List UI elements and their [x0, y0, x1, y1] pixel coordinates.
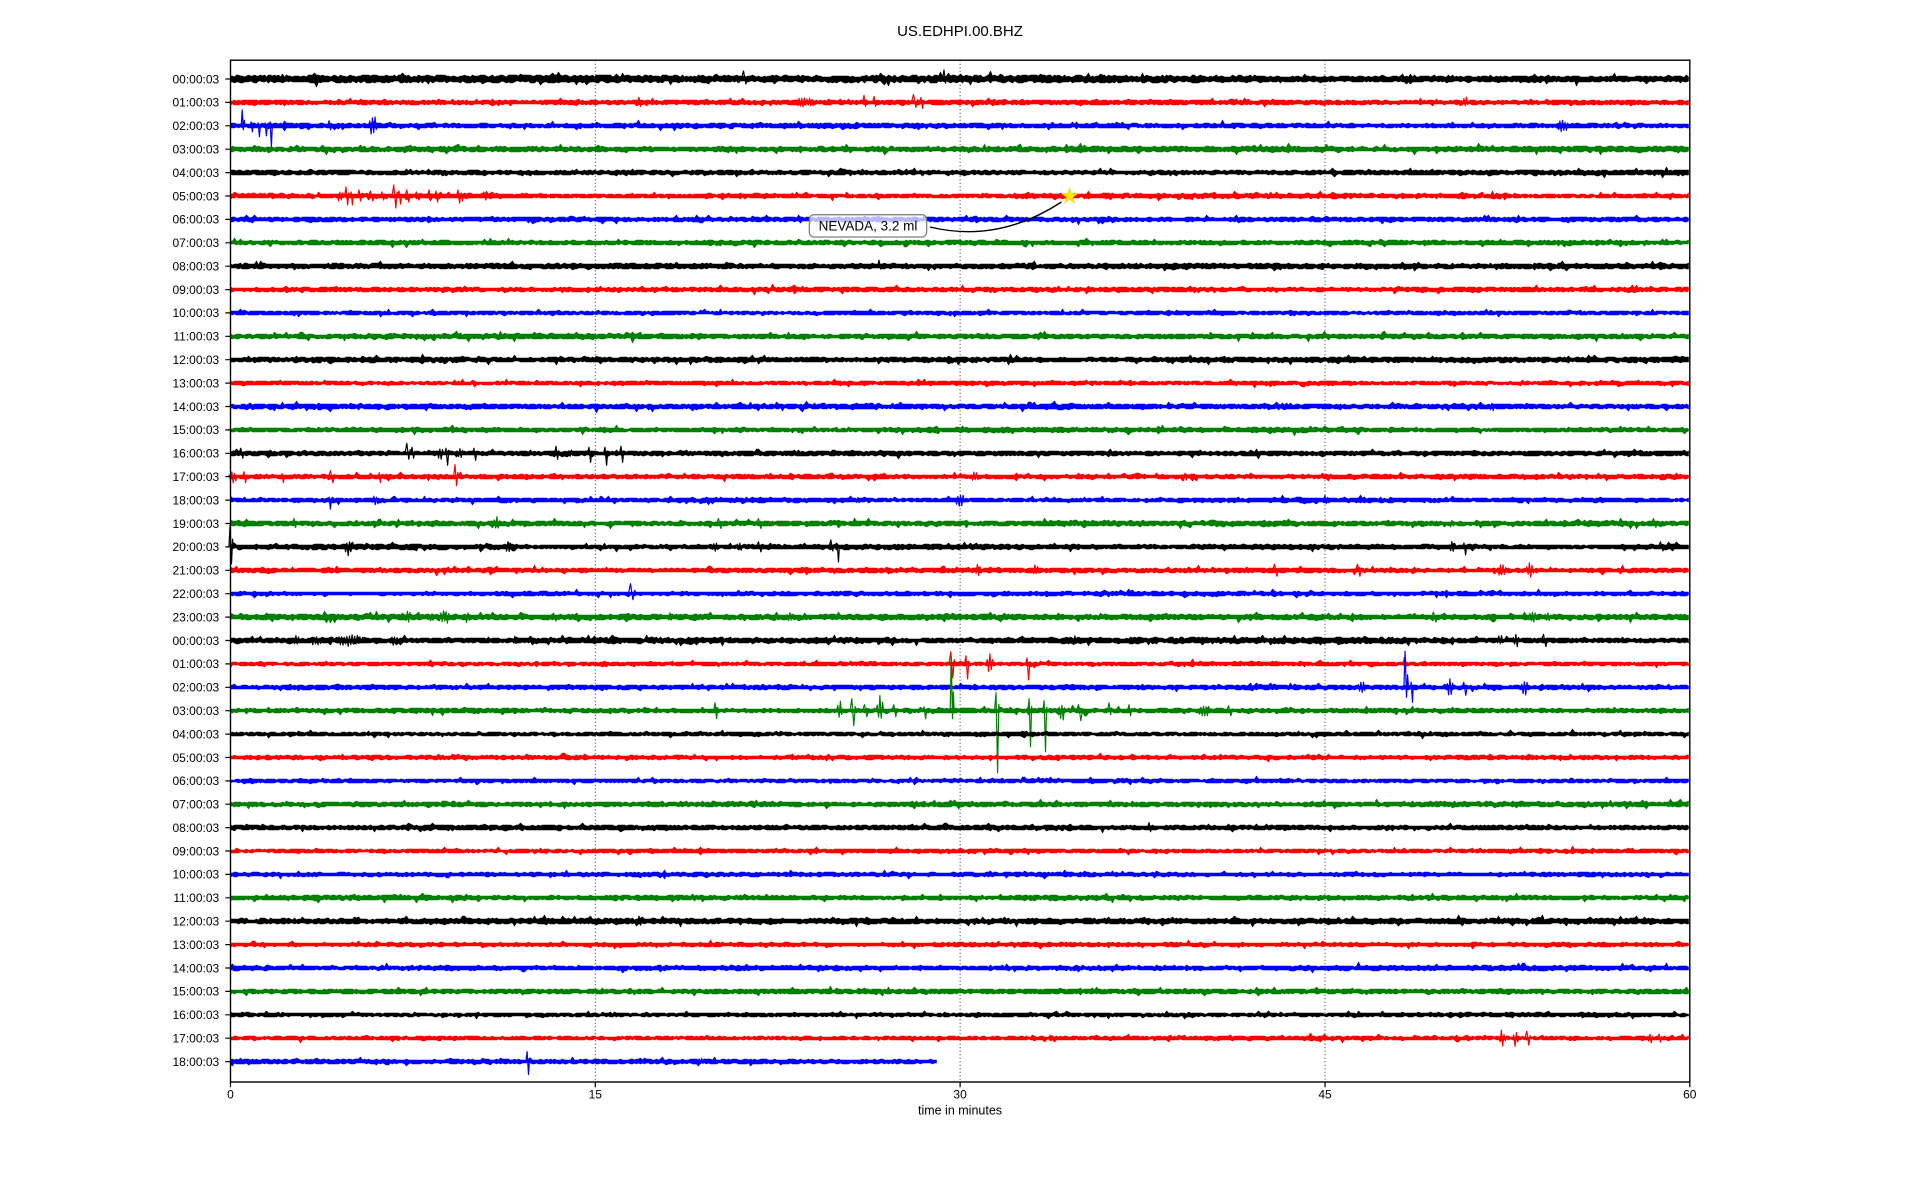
svg-text:US.EDHPI.00.BHZ: US.EDHPI.00.BHZ [897, 23, 1023, 40]
svg-text:15: 15 [589, 1088, 603, 1102]
svg-text:30: 30 [953, 1088, 967, 1102]
svg-text:08:00:03: 08:00:03 [172, 821, 219, 835]
svg-text:NEVADA, 3.2 ml: NEVADA, 3.2 ml [819, 219, 918, 234]
svg-text:01:00:03: 01:00:03 [172, 96, 219, 110]
svg-text:09:00:03: 09:00:03 [172, 844, 219, 858]
svg-text:06:00:03: 06:00:03 [172, 774, 219, 788]
svg-text:45: 45 [1318, 1088, 1332, 1102]
svg-text:23:00:03: 23:00:03 [172, 610, 219, 624]
svg-text:18:00:03: 18:00:03 [172, 1055, 219, 1069]
svg-text:08:00:03: 08:00:03 [172, 260, 219, 274]
svg-text:60: 60 [1683, 1088, 1697, 1102]
svg-text:0: 0 [227, 1088, 234, 1102]
svg-text:01:00:03: 01:00:03 [172, 657, 219, 671]
svg-text:14:00:03: 14:00:03 [172, 961, 219, 975]
svg-text:03:00:03: 03:00:03 [172, 143, 219, 157]
svg-text:18:00:03: 18:00:03 [172, 493, 219, 507]
svg-text:time in minutes: time in minutes [918, 1104, 1002, 1118]
svg-text:16:00:03: 16:00:03 [172, 1008, 219, 1022]
svg-text:17:00:03: 17:00:03 [172, 1032, 219, 1046]
svg-text:05:00:03: 05:00:03 [172, 751, 219, 765]
svg-text:10:00:03: 10:00:03 [172, 868, 219, 882]
svg-text:00:00:03: 00:00:03 [172, 634, 219, 648]
svg-text:17:00:03: 17:00:03 [172, 470, 219, 484]
svg-text:11:00:03: 11:00:03 [173, 330, 219, 344]
svg-text:21:00:03: 21:00:03 [172, 564, 219, 578]
svg-text:00:00:03: 00:00:03 [172, 72, 219, 86]
svg-text:15:00:03: 15:00:03 [172, 423, 219, 437]
svg-text:04:00:03: 04:00:03 [172, 166, 219, 180]
svg-text:16:00:03: 16:00:03 [172, 447, 219, 461]
svg-text:10:00:03: 10:00:03 [172, 306, 219, 320]
svg-text:12:00:03: 12:00:03 [172, 915, 219, 929]
svg-text:14:00:03: 14:00:03 [172, 400, 219, 414]
svg-text:02:00:03: 02:00:03 [172, 119, 219, 133]
svg-text:12:00:03: 12:00:03 [172, 353, 219, 367]
svg-text:07:00:03: 07:00:03 [172, 236, 219, 250]
svg-text:19:00:03: 19:00:03 [172, 517, 219, 531]
svg-text:09:00:03: 09:00:03 [172, 283, 219, 297]
svg-text:11:00:03: 11:00:03 [173, 891, 219, 905]
svg-text:13:00:03: 13:00:03 [172, 376, 219, 390]
svg-text:07:00:03: 07:00:03 [172, 798, 219, 812]
svg-text:04:00:03: 04:00:03 [172, 727, 219, 741]
svg-text:22:00:03: 22:00:03 [172, 587, 219, 601]
svg-text:03:00:03: 03:00:03 [172, 704, 219, 718]
svg-text:05:00:03: 05:00:03 [172, 189, 219, 203]
svg-text:15:00:03: 15:00:03 [172, 985, 219, 999]
svg-text:20:00:03: 20:00:03 [172, 540, 219, 554]
svg-text:02:00:03: 02:00:03 [172, 681, 219, 695]
svg-text:13:00:03: 13:00:03 [172, 938, 219, 952]
svg-text:06:00:03: 06:00:03 [172, 213, 219, 227]
